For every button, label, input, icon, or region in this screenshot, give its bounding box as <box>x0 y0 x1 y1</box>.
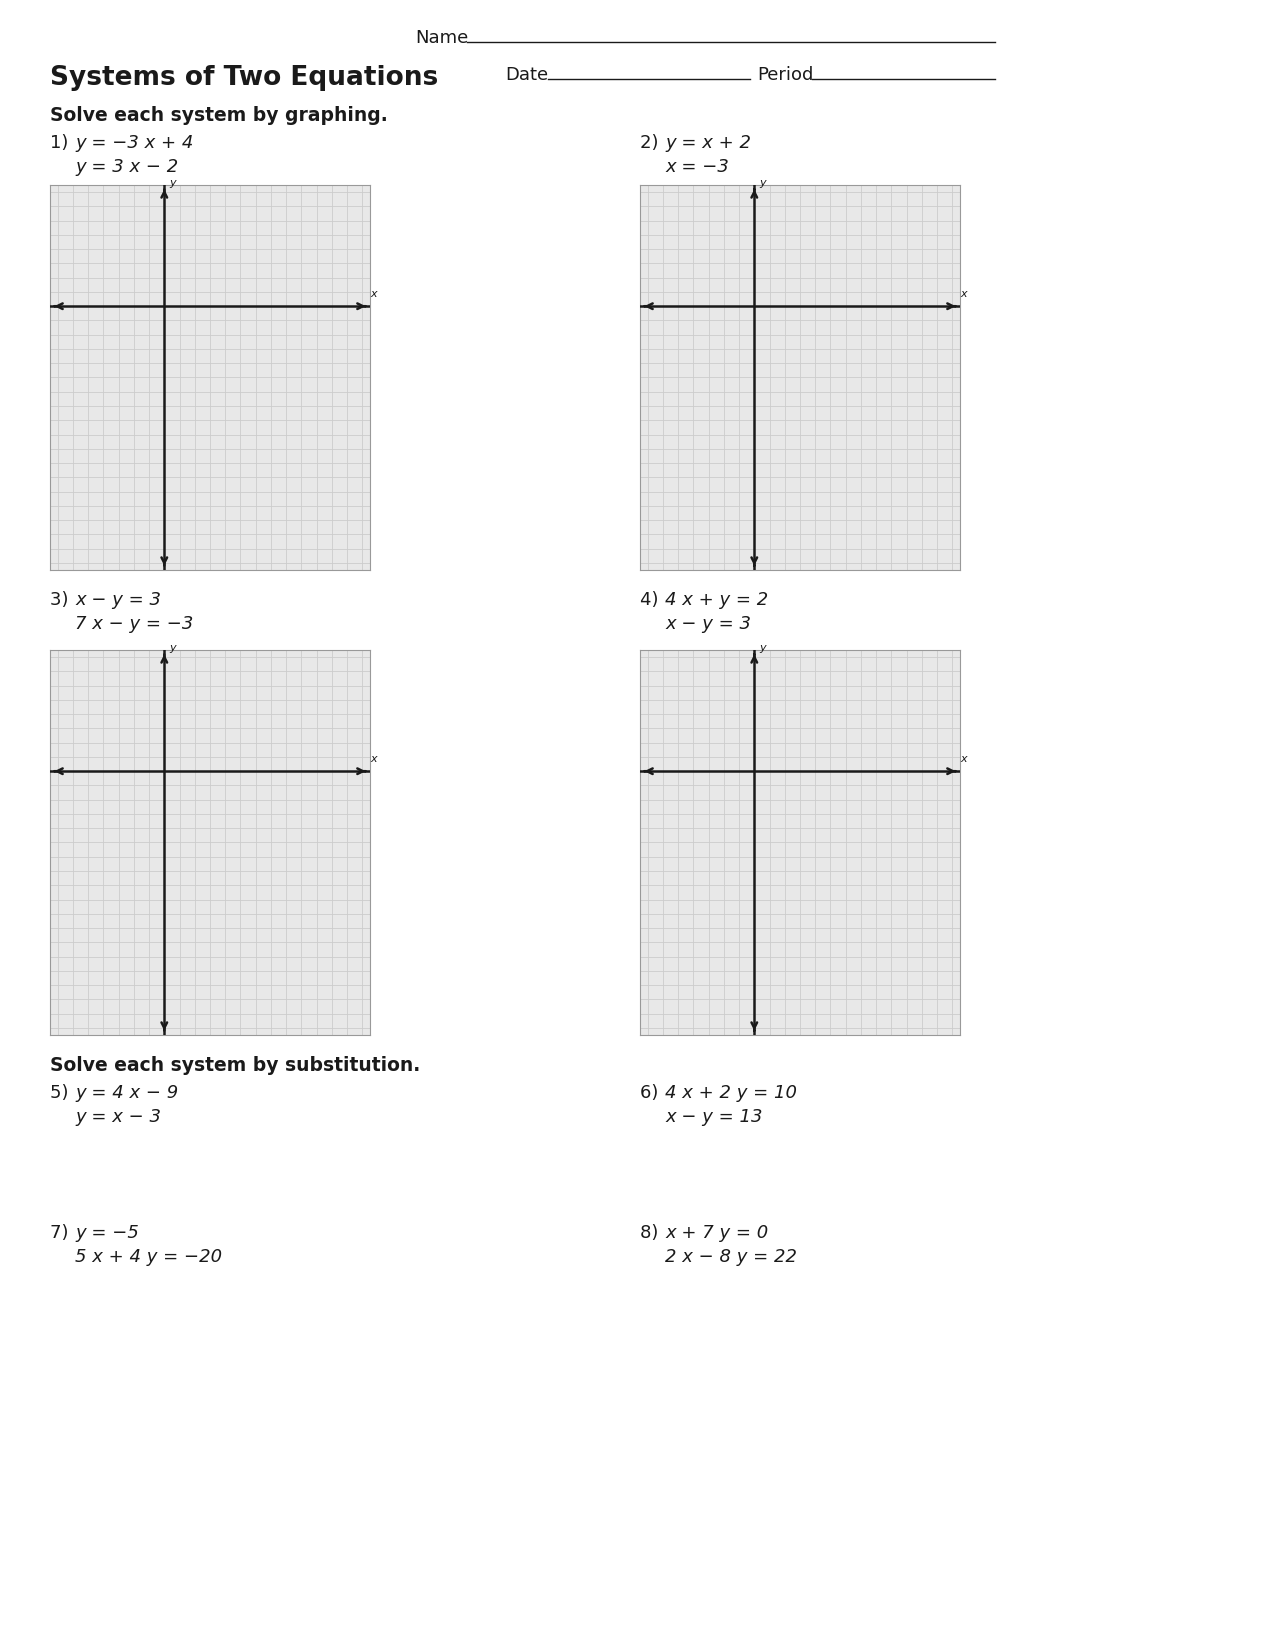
Text: 4): 4) <box>640 591 664 609</box>
Text: 1): 1) <box>50 134 74 152</box>
Text: x − y = 3: x − y = 3 <box>75 591 161 609</box>
Text: y = 4 x − 9: y = 4 x − 9 <box>75 1085 178 1101</box>
Text: 6): 6) <box>640 1085 664 1101</box>
Text: y: y <box>168 178 176 188</box>
Text: 5): 5) <box>50 1085 74 1101</box>
Text: 2 x − 8 y = 22: 2 x − 8 y = 22 <box>666 1248 797 1266</box>
Text: 7): 7) <box>50 1223 74 1242</box>
Text: y = x − 3: y = x − 3 <box>75 1108 161 1126</box>
Text: y: y <box>759 178 765 188</box>
Text: 7 x − y = −3: 7 x − y = −3 <box>75 616 194 632</box>
Text: y = −3 x + 4: y = −3 x + 4 <box>75 134 194 152</box>
Text: x = −3: x = −3 <box>666 158 729 177</box>
Text: 8): 8) <box>640 1223 664 1242</box>
Text: x: x <box>960 755 966 764</box>
Text: Solve each system by substitution.: Solve each system by substitution. <box>50 1055 421 1075</box>
Text: x: x <box>960 289 966 299</box>
Text: y = −5: y = −5 <box>75 1223 139 1242</box>
Text: y = 3 x − 2: y = 3 x − 2 <box>75 158 178 177</box>
Text: 4 x + 2 y = 10: 4 x + 2 y = 10 <box>666 1085 797 1101</box>
Text: Solve each system by graphing.: Solve each system by graphing. <box>50 106 388 124</box>
Text: y: y <box>168 642 176 652</box>
Text: x: x <box>370 289 376 299</box>
Text: Name: Name <box>414 30 468 46</box>
Text: 3): 3) <box>50 591 74 609</box>
Text: y = x + 2: y = x + 2 <box>666 134 751 152</box>
Text: x − y = 13: x − y = 13 <box>666 1108 762 1126</box>
Text: x + 7 y = 0: x + 7 y = 0 <box>666 1223 769 1242</box>
Text: x − y = 3: x − y = 3 <box>666 616 751 632</box>
Text: x: x <box>370 755 376 764</box>
Text: Period: Period <box>757 66 813 84</box>
Text: 4 x + y = 2: 4 x + y = 2 <box>666 591 769 609</box>
Text: 5 x + 4 y = −20: 5 x + 4 y = −20 <box>75 1248 222 1266</box>
Text: Date: Date <box>505 66 548 84</box>
Text: y: y <box>759 642 765 652</box>
Text: 2): 2) <box>640 134 664 152</box>
Text: Systems of Two Equations: Systems of Two Equations <box>50 64 439 91</box>
